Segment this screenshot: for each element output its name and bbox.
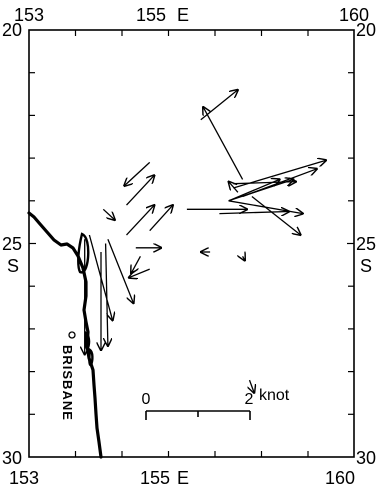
current-vector-16	[229, 182, 239, 193]
top-lon-label-153: 153	[14, 5, 44, 25]
right-lat-suffix: S	[360, 256, 372, 276]
current-vector-2	[124, 161, 151, 186]
bottom-lon-label-153: 153	[9, 468, 39, 488]
stradbroke-island	[88, 347, 94, 367]
scale-bar-max-label: 2	[245, 391, 254, 408]
current-vector-1	[203, 107, 244, 180]
left-lat-suffix: S	[7, 256, 19, 276]
bottom-lon-label-155: 155	[140, 468, 170, 488]
top-lon-label-160: 160	[339, 5, 369, 25]
right-lat-label-25: 25	[356, 234, 376, 254]
right-lat-label-30: 30	[356, 448, 376, 468]
current-vectors	[85, 90, 326, 393]
current-vector-5	[126, 205, 155, 236]
bottom-lon-suffix: E	[177, 468, 189, 488]
current-vector-3	[200, 90, 238, 121]
current-vector-15	[233, 182, 296, 184]
scale-bar-min-label: 0	[142, 391, 151, 408]
current-vector-22	[88, 234, 112, 320]
current-vector-7	[102, 208, 115, 220]
left-lat-label-20: 20	[2, 20, 22, 40]
left-lat-label-25: 25	[2, 234, 22, 254]
current-vector-4	[126, 175, 155, 206]
map-frame	[28, 29, 355, 458]
axis-ticks	[29, 30, 354, 457]
bottom-lon-label-160: 160	[325, 468, 355, 488]
current-vector-25	[131, 255, 141, 273]
current-vector-12	[219, 212, 289, 214]
top-lon-suffix: E	[177, 5, 189, 25]
left-lat-label-30: 30	[2, 448, 22, 468]
current-vector-27	[243, 256, 245, 260]
city-label: BRISBANE	[60, 345, 75, 421]
current-vector-23	[107, 238, 134, 303]
top-lon-label-155: 155	[136, 5, 166, 25]
scale-bar-unit-label: knot	[259, 387, 290, 404]
current-vector-18	[251, 195, 301, 236]
current-vector-6	[149, 205, 173, 232]
scale-bar	[145, 410, 251, 420]
right-lat-label-20: 20	[356, 20, 376, 40]
current-vector-21	[106, 243, 108, 347]
current-vector-24	[129, 268, 150, 278]
brisbane-marker	[68, 331, 76, 339]
current-vector-28	[250, 379, 255, 393]
